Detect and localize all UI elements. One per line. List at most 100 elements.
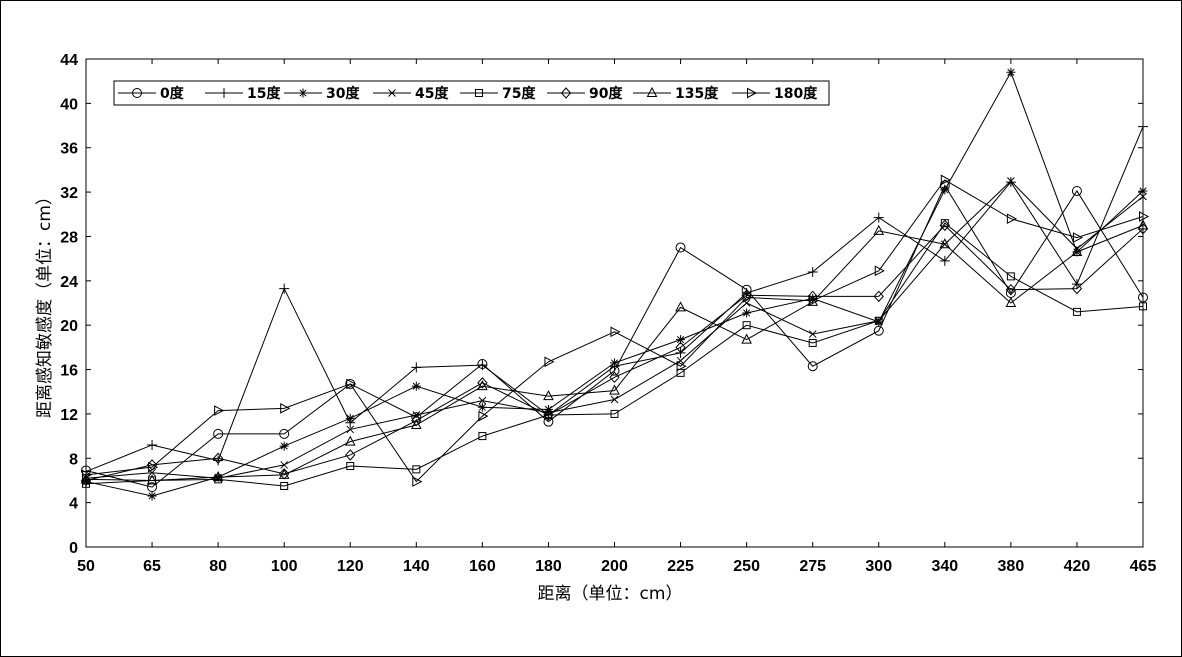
x-tick-label: 140 bbox=[403, 558, 430, 575]
y-tick-label: 40 bbox=[60, 96, 78, 113]
x-tick-label: 120 bbox=[337, 558, 364, 575]
data-point-circle bbox=[807, 361, 818, 372]
data-point-plus bbox=[279, 283, 290, 294]
data-point-diamond bbox=[873, 290, 884, 303]
data-point-triangle-up bbox=[1137, 219, 1149, 230]
data-point-diamond bbox=[477, 377, 488, 389]
data-point-square bbox=[742, 321, 751, 330]
data-point-square bbox=[478, 432, 487, 441]
y-tick-label: 36 bbox=[60, 141, 78, 158]
series-5 bbox=[80, 219, 1149, 487]
x-tick-label: 420 bbox=[1064, 558, 1091, 575]
data-point-diamond bbox=[1005, 283, 1017, 296]
legend-entry-1: 15度 bbox=[205, 85, 281, 102]
data-point-square bbox=[346, 462, 355, 471]
legend-label: 75度 bbox=[502, 85, 536, 102]
x-tick-label: 465 bbox=[1130, 558, 1157, 575]
legend-entry-4: 75度 bbox=[460, 85, 536, 102]
data-point-square bbox=[874, 316, 883, 325]
series-6 bbox=[80, 219, 1149, 485]
series-line bbox=[85, 222, 1144, 487]
data-point-plus bbox=[1138, 121, 1148, 132]
series-7 bbox=[82, 174, 1150, 487]
data-point-triangle-up bbox=[646, 86, 658, 97]
data-point-x bbox=[610, 395, 619, 404]
data-point-triangle-right bbox=[1072, 232, 1084, 243]
data-point-diamond bbox=[939, 219, 950, 232]
data-point-triangle-up bbox=[939, 238, 951, 249]
data-point-triangle-right bbox=[148, 461, 159, 473]
legend-label: 15度 bbox=[247, 85, 281, 102]
data-point-asterisk bbox=[298, 88, 308, 98]
data-point-asterisk bbox=[742, 308, 752, 318]
legend-label: 0度 bbox=[160, 85, 185, 102]
data-point-square bbox=[280, 482, 289, 490]
series-4 bbox=[82, 219, 1147, 490]
data-point-square bbox=[412, 465, 421, 474]
data-point-diamond bbox=[345, 449, 356, 461]
x-tick-label: 340 bbox=[931, 558, 958, 575]
data-point-asterisk bbox=[676, 335, 686, 345]
data-point-triangle-up bbox=[741, 333, 752, 344]
y-tick-label: 0 bbox=[69, 540, 78, 557]
x-tick-label: 50 bbox=[77, 558, 95, 575]
data-point-x bbox=[742, 299, 751, 307]
data-point-asterisk bbox=[345, 413, 355, 423]
data-point-triangle-up bbox=[278, 468, 290, 479]
y-tick-label: 24 bbox=[60, 274, 78, 291]
series-group bbox=[80, 67, 1150, 501]
data-point-x bbox=[676, 356, 685, 365]
data-point-x bbox=[808, 330, 817, 338]
series-3 bbox=[82, 177, 1147, 483]
series-line bbox=[85, 179, 1144, 483]
data-point-x bbox=[388, 89, 396, 97]
legend-label: 180度 bbox=[774, 85, 818, 102]
data-point-square bbox=[475, 89, 483, 97]
axis-ticks: 0 4 8 12 16 20 24 28 32 36 40 44 50 65 80 100 120 140 160 1… bbox=[60, 52, 1156, 575]
data-point-triangle-right bbox=[478, 410, 489, 422]
data-point-triangle-up bbox=[1005, 296, 1017, 307]
data-point-triangle-right bbox=[544, 356, 555, 368]
legend-entry-6: 135度 bbox=[633, 85, 719, 102]
data-point-diamond bbox=[1071, 282, 1083, 295]
data-point-x bbox=[478, 396, 487, 405]
data-point-triangle-right bbox=[940, 174, 951, 186]
x-tick-label: 160 bbox=[469, 558, 496, 575]
data-point-x bbox=[1139, 192, 1147, 201]
data-point-diamond bbox=[560, 87, 572, 99]
legend-entry-5: 90度 bbox=[547, 85, 623, 102]
data-point-square bbox=[1139, 302, 1147, 311]
data-point-triangle-right bbox=[1006, 213, 1017, 225]
data-point-asterisk bbox=[279, 441, 289, 451]
data-point-circle bbox=[279, 428, 290, 439]
data-point-triangle-right bbox=[82, 469, 93, 481]
data-point-x bbox=[280, 461, 289, 469]
data-point-square bbox=[1006, 272, 1015, 281]
series-1 bbox=[81, 121, 1148, 477]
data-point-plus bbox=[219, 88, 229, 98]
x-tick-label: 300 bbox=[865, 558, 892, 575]
legend-label: 30度 bbox=[326, 85, 360, 102]
data-point-plus bbox=[477, 360, 488, 371]
legend: 0度 15度 30度 45度 75度 90度 135度 180度 bbox=[113, 80, 830, 106]
legend-entry-3: 45度 bbox=[373, 85, 449, 102]
y-tick-label: 8 bbox=[69, 451, 78, 468]
data-point-diamond bbox=[543, 409, 554, 421]
legend-entry-7: 180度 bbox=[732, 85, 818, 102]
data-point-square bbox=[808, 338, 817, 347]
x-tick-label: 380 bbox=[998, 558, 1025, 575]
y-tick-label: 12 bbox=[60, 407, 78, 424]
data-point-circle bbox=[411, 412, 422, 423]
data-point-asterisk bbox=[610, 358, 619, 368]
data-point-diamond bbox=[212, 452, 224, 465]
legend-entry-0: 0度 bbox=[118, 85, 185, 102]
data-point-plus bbox=[411, 362, 422, 373]
legend-label: 135度 bbox=[675, 85, 719, 102]
x-tick-label: 65 bbox=[143, 558, 161, 575]
data-point-diamond bbox=[609, 371, 620, 384]
data-point-x bbox=[346, 425, 355, 434]
series-2 bbox=[81, 67, 1148, 501]
data-point-triangle-up bbox=[344, 435, 356, 446]
y-tick-label: 4 bbox=[69, 496, 78, 513]
